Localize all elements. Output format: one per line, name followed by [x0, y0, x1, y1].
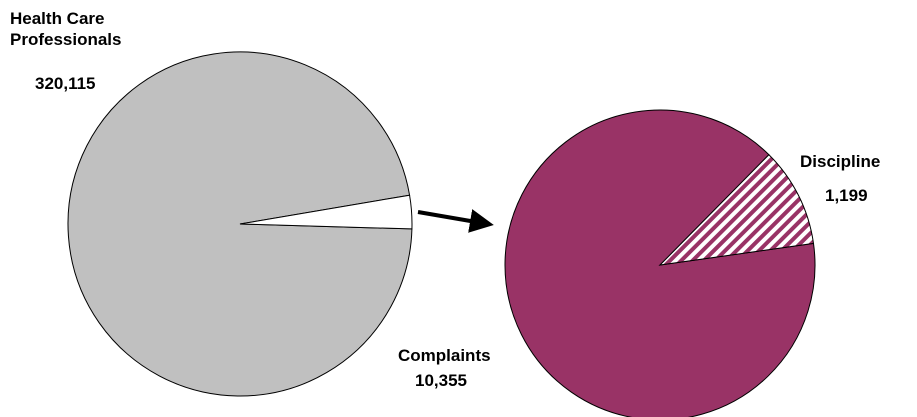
pie-slice: [658, 154, 815, 266]
sub-label: Complaints: [398, 346, 491, 365]
sub-label: Discipline: [800, 152, 881, 171]
main-value-label: 320,115: [35, 74, 96, 93]
pie-slice: [239, 194, 413, 230]
connector-arrow: [417, 209, 494, 233]
sub-value-label: 1,199: [825, 186, 868, 205]
pie-slice: [504, 109, 816, 417]
sub-value-label: 10,355: [415, 371, 467, 390]
main-label: Health Care Professionals: [10, 9, 122, 49]
